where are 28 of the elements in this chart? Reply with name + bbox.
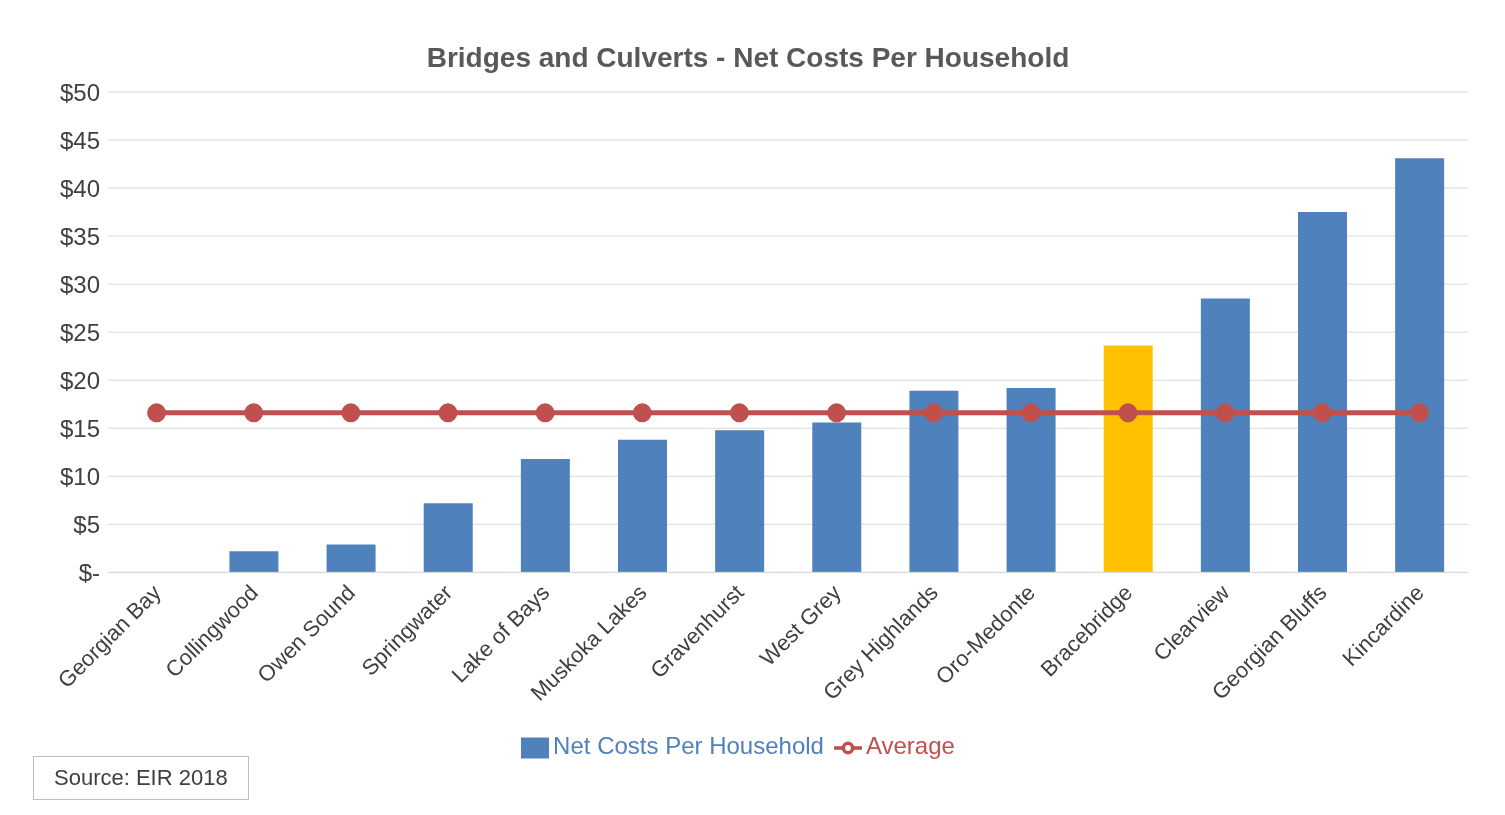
bar [909, 390, 959, 573]
y-tick-label: $30 [59, 270, 100, 298]
y-tick-label: $45 [59, 126, 100, 154]
bar [1103, 345, 1153, 573]
source-note: Source: EIR 2018 [33, 756, 249, 800]
legend-label: Average [865, 732, 955, 760]
y-tick-label: $50 [59, 78, 100, 106]
y-tick-label: $20 [59, 366, 100, 394]
y-tick-label: $15 [59, 414, 100, 442]
bar [618, 439, 667, 573]
bar [1395, 158, 1445, 573]
bar [326, 544, 376, 573]
y-tick-label: $- [78, 558, 100, 586]
bar [1200, 298, 1250, 573]
bar [1006, 387, 1056, 573]
bar [715, 430, 765, 573]
y-tick-label: $35 [59, 222, 100, 250]
bar [229, 551, 279, 573]
y-tick-label: $25 [59, 318, 100, 346]
y-tick-label: $40 [59, 174, 100, 202]
bar [1298, 212, 1347, 573]
bar [520, 458, 570, 573]
y-tick-label: $5 [73, 510, 100, 538]
bar [423, 503, 473, 573]
chart-title: Bridges and Culverts - Net Costs Per Household [426, 42, 1070, 73]
y-tick-label: $10 [59, 462, 100, 490]
legend-label: Net Costs Per Household [553, 732, 824, 760]
bar [812, 422, 862, 573]
